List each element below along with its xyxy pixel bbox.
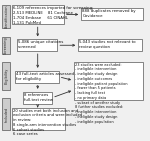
- FancyBboxPatch shape: [2, 37, 10, 54]
- Text: 20 studies met both inclusion and
exclusion criteria and were included
in review: 20 studies met both inclusion and exclus…: [13, 109, 82, 136]
- FancyBboxPatch shape: [74, 62, 143, 100]
- Text: Included: Included: [4, 107, 8, 122]
- FancyBboxPatch shape: [2, 98, 10, 130]
- FancyBboxPatch shape: [23, 92, 52, 104]
- Text: 23 studies were excluded:
- ineligible intervention
- ineligible study design
- : 23 studies were excluded: - ineligible i…: [75, 63, 128, 124]
- Text: Identification: Identification: [4, 4, 8, 28]
- FancyBboxPatch shape: [17, 39, 57, 51]
- FancyBboxPatch shape: [81, 8, 143, 20]
- Text: 43 full-text articles assessed
for eligibility: 43 full-text articles assessed for eligi…: [16, 72, 74, 81]
- Text: 5,043 studies not relevant to
review question: 5,043 studies not relevant to review que…: [80, 40, 136, 49]
- FancyBboxPatch shape: [78, 39, 142, 51]
- Text: 888 duplicates removed by
Covidance: 888 duplicates removed by Covidance: [82, 9, 136, 18]
- Text: Eligibility: Eligibility: [4, 68, 8, 84]
- Text: 5,086 unique citations
screened: 5,086 unique citations screened: [18, 40, 63, 49]
- FancyBboxPatch shape: [2, 62, 10, 90]
- FancyBboxPatch shape: [12, 5, 64, 24]
- FancyBboxPatch shape: [12, 108, 65, 130]
- Text: 6,109 references imported for screening:
2,513 MEDLINE    81 Cochrane
1,704 Emba: 6,109 references imported for screening:…: [13, 6, 93, 25]
- FancyBboxPatch shape: [15, 71, 59, 83]
- Text: Screening: Screening: [4, 36, 8, 54]
- Text: 8 references
full-text review: 8 references full-text review: [24, 93, 53, 102]
- FancyBboxPatch shape: [2, 5, 10, 27]
